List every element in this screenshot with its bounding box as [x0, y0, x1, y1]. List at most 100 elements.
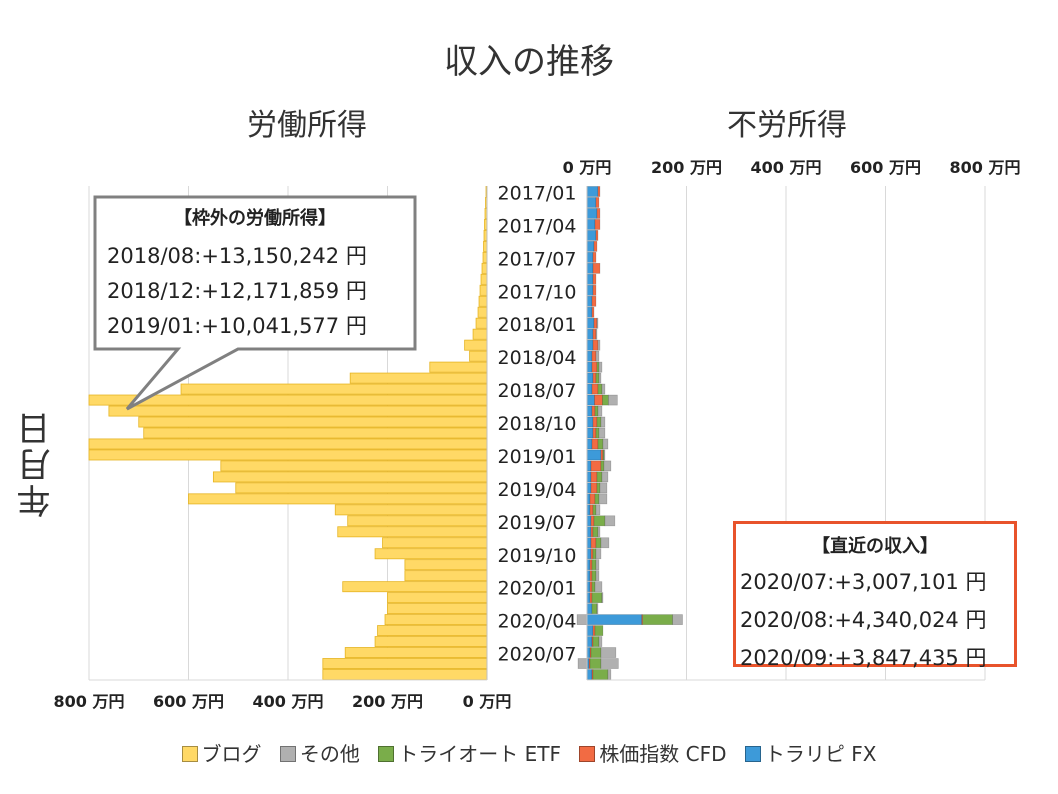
passive-bar-2019/04	[590, 482, 598, 494]
passive-bar-2018/11	[586, 427, 594, 439]
recent-callout-heading: 【直近の収入】	[812, 536, 938, 557]
passive-bar-2020/05	[592, 625, 596, 636]
labor-bar-2020/09	[322, 669, 488, 680]
passive-bar-2018/10	[600, 416, 606, 428]
passive-bar-2017/11	[586, 295, 593, 307]
labor-bar-2019/12	[404, 570, 488, 582]
passive-bar-2018/09	[594, 405, 599, 417]
category-label: 2019/01	[498, 446, 577, 468]
left-axis-tick-label: 0 万円	[463, 692, 512, 711]
labor-bar-2020/05	[377, 625, 488, 637]
labor-bar-2018/01	[475, 317, 488, 329]
passive-bar-2018/02	[595, 328, 598, 340]
labor-bar-2018/10	[138, 416, 488, 428]
passive-bar-2017/09	[586, 273, 594, 285]
category-label: 2019/10	[498, 545, 577, 567]
labor-bar-2017/11	[478, 295, 488, 307]
overflow-line-3: 2019/01:+10,041,577 円	[107, 314, 367, 338]
legend-swatch-triauto-etf	[378, 746, 395, 762]
passive-bar-2017/01	[597, 186, 601, 197]
labor-bar-2020/08	[322, 658, 488, 669]
passive-bar-2019/03	[590, 471, 598, 483]
passive-bar-2020/06	[598, 636, 603, 647]
labor-bar-2020/04	[384, 614, 488, 626]
labor-bar-2018/07	[180, 383, 488, 395]
passive-bar-2019/09	[600, 537, 610, 549]
passive-bar-2018/10	[592, 416, 598, 428]
passive-bar-2019/11	[595, 559, 600, 571]
right-axis-tick-label: 0 万円	[563, 158, 612, 177]
left-axis-ticks: 800 万円 600 万円 400 万円 200 万円 0 万円	[54, 692, 512, 711]
passive-bar-2018/12	[586, 438, 593, 450]
passive-bar-2019/05	[589, 493, 596, 505]
passive-bar-2018/06	[595, 372, 600, 384]
labor-income-title: 労働所得	[247, 108, 367, 143]
category-label: 2019/04	[498, 479, 577, 501]
passive-bar-2019/03	[596, 471, 603, 483]
passive-bar-2018/01	[586, 317, 595, 329]
passive-bar-2018/08	[586, 394, 595, 406]
passive-bar-2019/02	[600, 460, 605, 472]
passive-bar-negative-2020/04	[576, 614, 588, 625]
labor-bar-2019/06	[334, 504, 488, 516]
passive-bar-2019/04	[586, 482, 592, 494]
left-axis-tick-label: 400 万円	[253, 692, 324, 711]
passive-bar-2018/07	[591, 383, 599, 395]
passive-bar-2018/07	[586, 383, 593, 395]
labor-bar-2019/07	[347, 515, 488, 527]
passive-bar-2019/11	[591, 559, 597, 571]
labor-bar-2017/07	[482, 251, 488, 263]
passive-bar-2020/03	[586, 603, 593, 614]
passive-bar-2018/07	[597, 383, 603, 395]
labor-bar-2017/10	[479, 284, 488, 296]
legend-item-toraripi-fx: トラリピ FX	[744, 738, 876, 767]
labor-bar-2019/11	[404, 559, 488, 571]
labor-bar-2019/02	[220, 460, 488, 472]
legend-label-index-cfd: 株価指数 CFD	[599, 742, 727, 766]
passive-bar-2018/03	[592, 339, 599, 351]
passive-bar-2019/10	[586, 548, 592, 560]
passive-bar-2018/08	[602, 394, 609, 406]
passive-bar-2018/12	[591, 438, 599, 450]
passive-bar-2018/04	[586, 350, 593, 362]
category-label: 2018/07	[498, 380, 577, 402]
labor-bar-2017/12	[477, 306, 488, 318]
labor-bar-2019/03	[212, 471, 488, 483]
category-label: 2018/01	[498, 314, 577, 336]
income-chart: 2017/01 2017/04 2017/07 2017/10 2018/01 2018/…	[54, 158, 1021, 711]
category-label: 2020/04	[498, 611, 577, 633]
overflow-callout-shape	[93, 195, 417, 411]
legend-label-triauto-etf: トライオート ETF	[398, 742, 561, 766]
labor-bar-2018/11	[143, 427, 488, 439]
passive-bar-2020/05	[594, 625, 604, 636]
passive-bar-2019/07	[586, 515, 592, 527]
passive-bar-2018/12	[602, 438, 609, 450]
passive-bar-2020/03	[591, 603, 598, 614]
passive-bar-2018/09	[586, 405, 593, 417]
labor-bar-2017/06	[483, 240, 488, 252]
passive-bar-2018/12	[597, 438, 604, 450]
passive-bar-2019/04	[596, 482, 601, 494]
labor-bar-2019/10	[374, 548, 488, 560]
passive-bar-2020/08	[589, 658, 602, 669]
passive-bar-2018/06	[598, 372, 602, 384]
passive-bar-2017/03	[586, 208, 598, 219]
recent-line-2: 2020/08:+4,340,024 円	[740, 608, 987, 632]
passive-bar-2017/05	[586, 230, 597, 241]
overflow-line-2: 2018/12:+12,171,859 円	[107, 279, 367, 303]
passive-bar-2019/12	[591, 570, 597, 582]
passive-bar-2017/12	[591, 306, 595, 318]
category-label: 2020/07	[498, 644, 577, 666]
passive-bar-2019/09	[590, 537, 597, 549]
category-label: 2017/07	[498, 248, 577, 270]
passive-bar-2020/09	[592, 669, 609, 680]
passive-income-title: 不労所得	[727, 108, 847, 143]
passive-bar-2020/07	[600, 647, 617, 658]
labor-bar-2018/12	[88, 438, 488, 450]
left-axis-tick-label: 600 万円	[153, 692, 224, 711]
legend-label-blog: ブログ	[201, 742, 262, 766]
left-axis-tick-label: 200 万円	[352, 692, 423, 711]
labor-bar-2020/07	[344, 647, 488, 659]
passive-bar-2019/12	[595, 570, 600, 582]
passive-bar-2020/03	[596, 603, 599, 614]
